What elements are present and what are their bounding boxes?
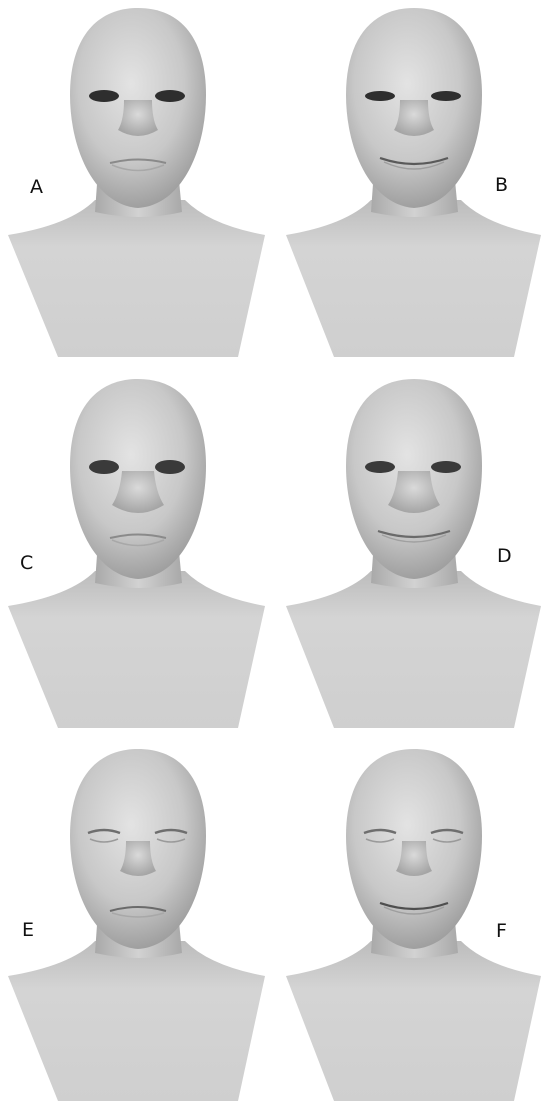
nose xyxy=(396,841,432,876)
panel-c: C xyxy=(0,371,275,741)
nose xyxy=(118,100,158,136)
left-eye xyxy=(365,91,395,101)
head-render-e xyxy=(8,749,265,1101)
mouth xyxy=(379,156,449,166)
panel-label: D xyxy=(497,545,512,567)
right-eye xyxy=(155,90,185,102)
left-eye-closed xyxy=(363,828,397,835)
left-eye xyxy=(89,460,119,474)
head-render-c xyxy=(8,379,265,728)
panel-label: B xyxy=(495,174,509,196)
torso xyxy=(286,200,541,357)
head-render-d xyxy=(286,379,541,728)
panel-a: A xyxy=(0,0,275,370)
right-eye xyxy=(431,461,461,473)
nose xyxy=(120,841,156,876)
left-eye-closed xyxy=(87,828,121,835)
panel-label: E xyxy=(22,919,35,941)
mouth xyxy=(109,158,167,164)
nose xyxy=(394,100,434,136)
mouth xyxy=(109,906,167,912)
panel-label: F xyxy=(496,920,507,942)
panel-d: D xyxy=(276,371,551,741)
left-eye xyxy=(365,461,395,473)
panel-f: F xyxy=(276,741,551,1111)
mouth xyxy=(377,529,451,539)
torso xyxy=(286,941,541,1101)
nose xyxy=(388,471,440,513)
right-eye xyxy=(155,460,185,474)
head-render-f xyxy=(286,749,541,1101)
right-eye xyxy=(431,91,461,101)
torso xyxy=(8,200,265,357)
right-eye-closed xyxy=(430,828,464,835)
panel-e: E xyxy=(0,741,275,1111)
mouth xyxy=(379,901,449,911)
head-render-a xyxy=(8,8,265,357)
head-render-b xyxy=(286,8,541,357)
right-eye-closed xyxy=(154,828,188,835)
torso xyxy=(8,941,265,1101)
panel-label: C xyxy=(20,552,34,574)
nose xyxy=(112,471,164,513)
mouth xyxy=(109,533,167,539)
torso xyxy=(286,571,541,728)
torso xyxy=(8,571,265,728)
panel-label: A xyxy=(30,176,43,198)
panel-b: B xyxy=(276,0,551,370)
left-eye xyxy=(89,90,119,102)
